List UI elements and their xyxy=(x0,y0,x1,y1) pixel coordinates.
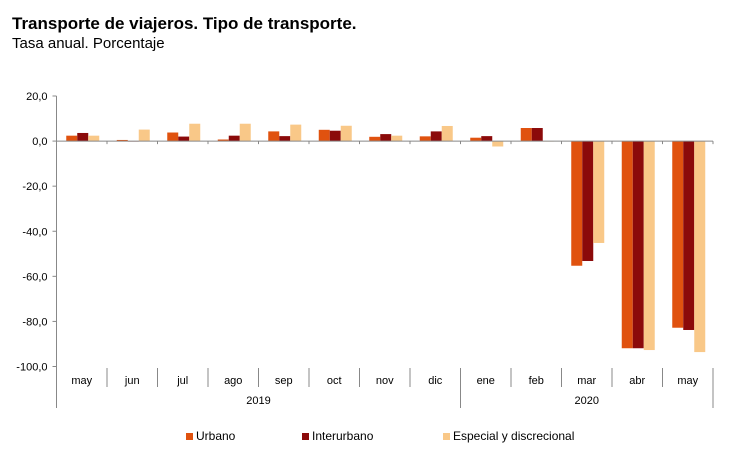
bar-urbano xyxy=(66,135,78,142)
x-tick-label: nov xyxy=(376,375,394,387)
legend-label: Interurbano xyxy=(312,429,374,443)
x-tick-label: feb xyxy=(529,375,544,387)
legend-swatch xyxy=(186,432,193,440)
legend-label: Urbano xyxy=(196,429,236,443)
bar-urbano xyxy=(369,136,381,142)
bar-especial-y-discrecional xyxy=(391,135,403,142)
x-tick-label: ago xyxy=(224,375,242,387)
bar-interurbano xyxy=(582,141,594,262)
bar-urbano xyxy=(470,137,482,142)
bar-interurbano xyxy=(77,132,89,142)
bar-interurbano xyxy=(430,131,442,142)
y-tick-label: -80,0 xyxy=(22,316,47,328)
x-tick-label: may xyxy=(71,375,92,387)
y-tick-label: -40,0 xyxy=(22,226,47,238)
bar-urbano xyxy=(318,129,330,142)
bar-especial-y-discrecional xyxy=(138,129,150,142)
bar-especial-y-discrecional xyxy=(88,135,100,142)
x-tick-label: jun xyxy=(124,375,140,387)
bar-interurbano xyxy=(279,136,291,142)
bar-urbano xyxy=(571,141,583,266)
bar-especial-y-discrecional xyxy=(593,141,605,243)
legend-label: Especial y discrecional xyxy=(453,429,575,443)
bar-interurbano xyxy=(380,134,392,142)
y-tick-label: -100,0 xyxy=(16,362,47,374)
y-tick-label: 0,0 xyxy=(32,136,47,148)
x-tick-label: mar xyxy=(577,375,596,387)
y-tick-label: -20,0 xyxy=(22,181,47,193)
bar-especial-y-discrecional xyxy=(643,141,655,351)
bar-urbano xyxy=(167,132,179,142)
y-tick-label: 20,0 xyxy=(26,91,47,103)
bar-urbano xyxy=(419,136,431,142)
bar-interurbano xyxy=(228,135,240,142)
x-tick-label: ene xyxy=(477,375,495,387)
bar-especial-y-discrecional xyxy=(290,124,302,142)
legend-swatch xyxy=(443,432,450,440)
x-tick-label: dic xyxy=(428,375,443,387)
bar-interurbano xyxy=(329,130,341,142)
bar-urbano xyxy=(268,131,280,142)
bar-interurbano xyxy=(683,141,695,330)
legend-item: Interurbano xyxy=(302,429,373,443)
legend-swatch xyxy=(302,432,309,440)
bar-urbano xyxy=(116,139,128,142)
chart-title: Transporte de viajeros. Tipo de transpor… xyxy=(12,14,357,33)
group-label: 2020 xyxy=(575,395,599,407)
x-tick-label: abr xyxy=(629,375,645,387)
bar-especial-y-discrecional xyxy=(239,123,251,142)
bar-especial-y-discrecional xyxy=(441,125,453,142)
bar-interurbano xyxy=(481,136,493,142)
bar-urbano xyxy=(621,141,633,349)
x-tick-label: may xyxy=(677,375,698,387)
x-tick-label: oct xyxy=(327,375,342,387)
bar-especial-y-discrecional xyxy=(492,141,504,147)
bar-especial-y-discrecional xyxy=(189,123,201,142)
bar-especial-y-discrecional xyxy=(694,141,706,353)
bar-urbano xyxy=(217,139,229,142)
legend-item: Urbano xyxy=(186,429,235,443)
bar-interurbano xyxy=(178,136,190,142)
chart-subtitle: Tasa anual. Porcentaje xyxy=(12,35,165,52)
x-tick-label: sep xyxy=(275,375,293,387)
bar-interurbano xyxy=(531,128,543,142)
bar-urbano xyxy=(520,128,532,142)
bar-especial-y-discrecional xyxy=(340,125,352,142)
legend-item: Especial y discrecional xyxy=(443,429,574,443)
bar-interurbano xyxy=(632,141,644,349)
bar-urbano xyxy=(672,141,684,328)
group-label: 2019 xyxy=(246,395,270,407)
x-tick-label: jul xyxy=(176,375,188,387)
y-tick-label: -60,0 xyxy=(22,271,47,283)
